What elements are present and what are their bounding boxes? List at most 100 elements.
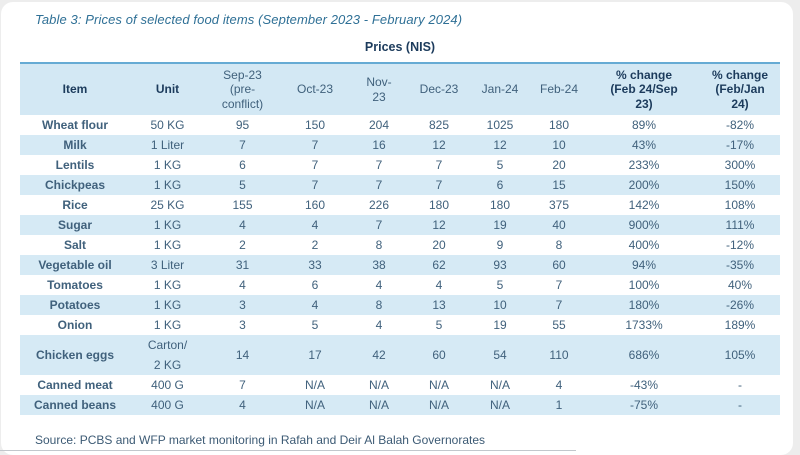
source-note: Source: PCBS and WFP market monitoring i… [35,433,485,447]
price-value: 180 [548,118,570,132]
item-name: Chicken eggs [35,348,115,362]
price-value: 155 [232,198,253,212]
price-value: 4 [555,378,563,392]
item-name: Wheat flour [42,118,108,132]
item-unit: 25 KG [150,198,185,212]
price-value: -17% [725,138,754,152]
item-unit: Carton/ 2 KG [147,338,188,372]
price-value: -35% [725,258,754,272]
price-value: 14 [235,348,250,362]
prices-group-header: Prices (NIS) [364,40,436,54]
price-value: 111% [725,218,755,232]
price-value: 400% [628,238,660,252]
price-value: 5 [239,178,246,192]
table-row: Rice 25 KG 155 160 226 180 180 375 142% 108% [20,195,780,215]
table-row: Chickpeas 1 KG 5 7 7 7 6 15 200% 150% [20,175,780,195]
table-row: Milk 1 Liter 7 7 16 12 12 10 43% -17% [20,135,780,155]
item-name: Salt [63,238,86,252]
price-value: 43% [631,138,657,152]
table-row: Canned meat 400 G 7 N/A N/A N/A N/A 4 -43% - [20,375,780,395]
price-value: 375 [548,198,570,212]
price-value: -12% [725,238,754,252]
price-value: 4 [375,318,383,332]
price-value: 1025 [486,118,514,132]
table-row: Canned beans 400 G 4 N/A N/A N/A N/A 1 -75% - [20,395,780,415]
price-value: 7 [239,138,246,152]
price-value: 1 [555,398,563,412]
item-unit: 1 KG [153,238,182,252]
price-value: 5 [496,278,504,292]
item-unit: 400 G [151,378,184,392]
price-value: 7 [239,378,246,392]
price-value: N/A [428,398,449,412]
price-value: -26% [725,298,754,312]
price-value: -82% [725,118,754,132]
price-value: 105% [724,348,756,362]
column-header: Oct-23 [296,82,333,97]
price-value: 1733% [625,318,663,332]
price-value: 54 [493,348,507,362]
price-value: 100% [628,278,660,292]
item-name: Vegetable oil [38,258,112,272]
price-value: N/A [428,378,449,392]
price-value: N/A [304,398,325,412]
price-value: 900% [628,218,660,232]
price-value: 12 [432,218,446,232]
price-value: 13 [432,298,446,312]
price-value: 2 [239,238,246,252]
price-value: 33 [308,258,322,272]
price-value: 4 [239,218,246,232]
price-value: -43% [629,378,658,392]
price-value: 160 [304,198,326,212]
item-unit: 50 KG [150,118,185,132]
price-value: 12 [493,138,507,152]
price-value: 180 [428,198,450,212]
table-row: Vegetable oil 3 Liter 31 33 38 62 93 60 94% -35% [20,255,780,275]
column-header: Nov- 23 [366,74,392,104]
price-value: 4 [311,298,319,312]
item-name: Canned beans [33,398,117,412]
price-value: 95 [235,118,250,132]
price-value: 89% [631,118,657,132]
price-value: 4 [311,218,319,232]
item-name: Canned meat [37,378,113,392]
price-value: 300% [724,158,756,172]
price-value: 686% [628,348,660,362]
price-value: 16 [372,138,386,152]
price-value: 19 [493,318,507,332]
price-value: 7 [555,278,563,292]
price-value: 8 [555,238,563,252]
price-value: 7 [555,298,563,312]
column-header: % change (Feb 24/Sep 23) [610,67,678,111]
price-value: 204 [368,118,390,132]
price-value: 7 [375,218,383,232]
price-value: - [738,378,742,392]
price-value: 4 [375,278,383,292]
item-name: Onion [57,318,93,332]
price-value: 20 [552,158,566,172]
column-header: Unit [155,82,180,97]
item-unit: 1 KG [153,178,182,192]
item-name: Potatoes [49,298,101,312]
table-caption: Table 3: Prices of selected food items (… [35,12,463,27]
price-value: 180 [489,198,511,212]
food-prices-table: Item Unit Sep-23 (pre- conflict) Oct-23 Nov-… [20,62,780,415]
item-unit: 1 KG [153,318,182,332]
item-unit: 400 G [151,398,184,412]
price-value: 40 [552,218,566,232]
price-value: 7 [435,158,443,172]
item-name: Sugar [57,218,92,232]
price-value: 5 [496,158,504,172]
price-value: 6 [239,158,246,172]
price-value: 42 [372,348,386,362]
table-row: Chicken eggs Carton/ 2 KG 14 17 42 60 54 110 686… [20,335,780,375]
price-value: 17 [308,348,322,362]
table-row: Tomatoes 1 KG 4 6 4 4 5 7 100% 40% [20,275,780,295]
price-value: 12 [432,138,446,152]
price-value: 189% [724,318,756,332]
price-value: 110 [549,348,569,362]
price-value: 3 [239,298,246,312]
price-value: 55 [552,318,566,332]
price-value: 142% [628,198,660,212]
